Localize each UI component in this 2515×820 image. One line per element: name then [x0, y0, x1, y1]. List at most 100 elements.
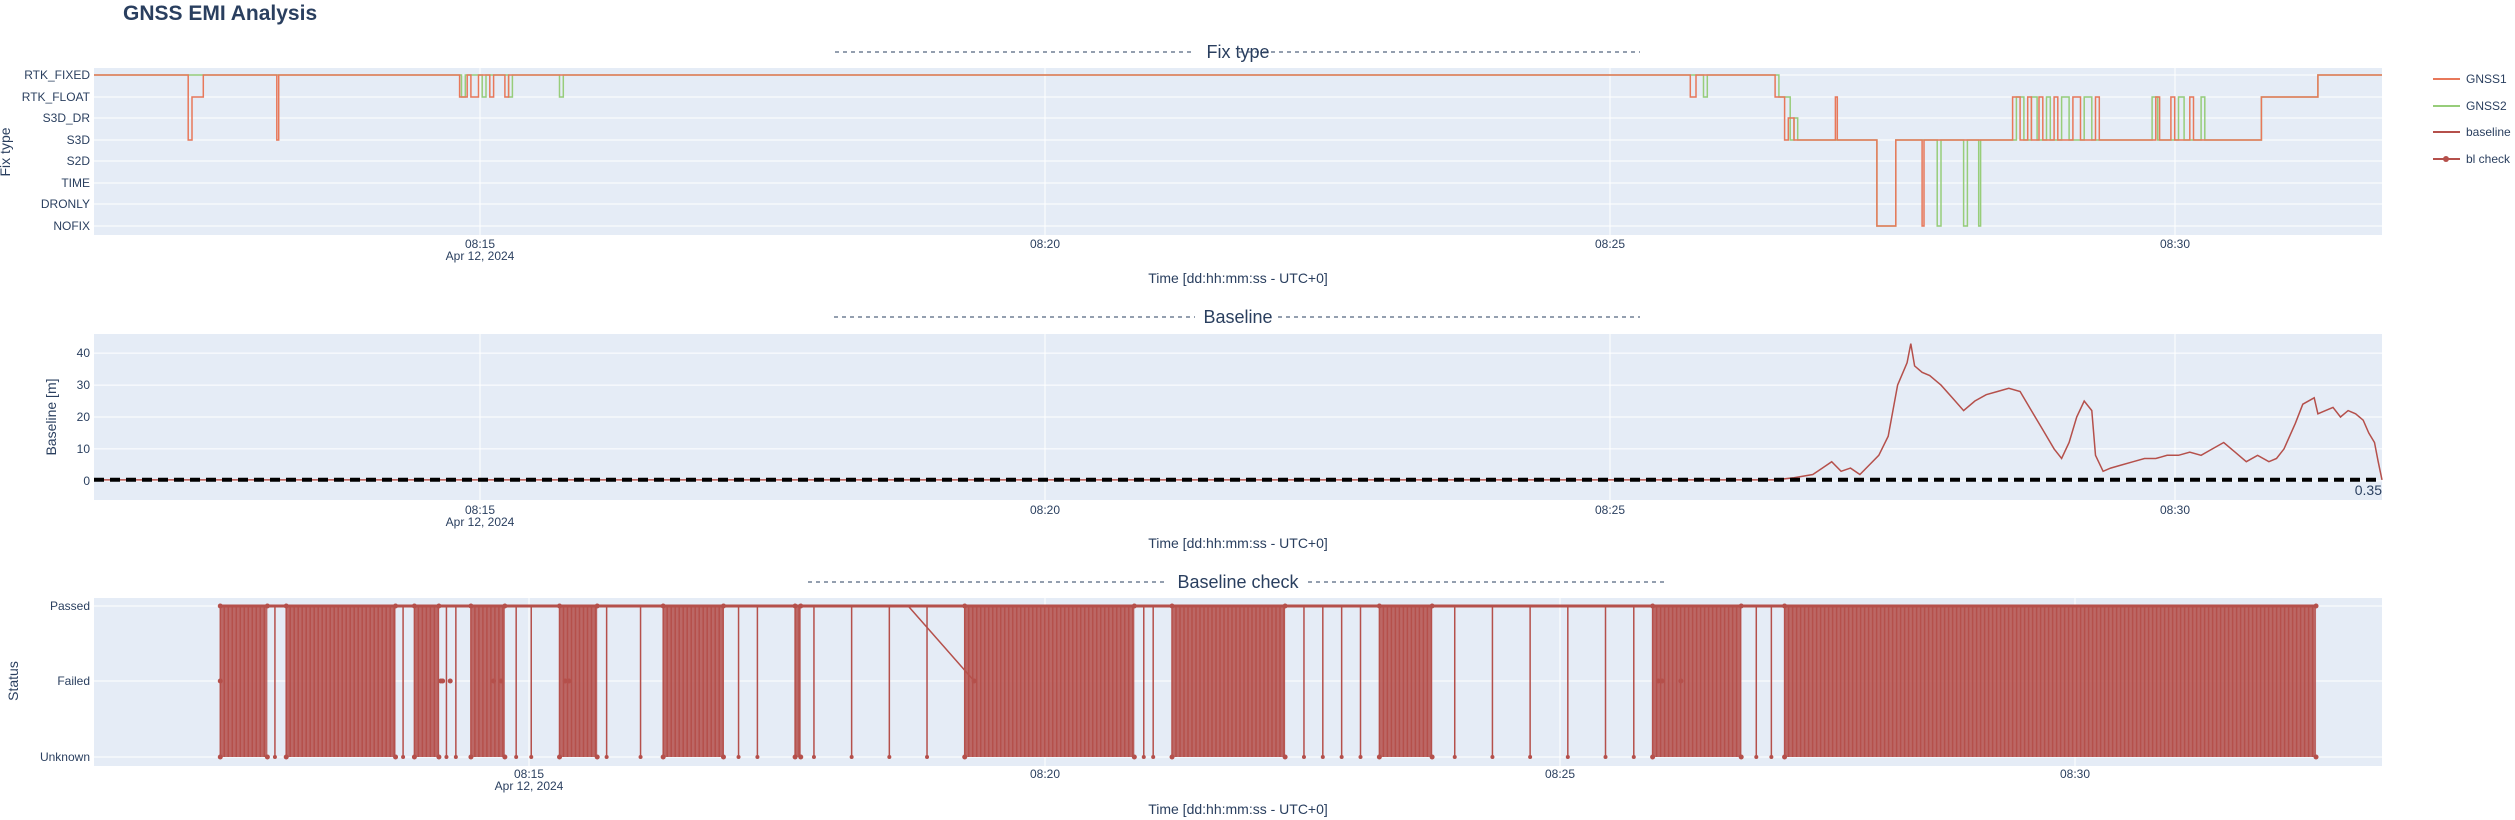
baseline-ytick: 10: [77, 442, 91, 456]
bl-check-passed-marker: [1738, 603, 1744, 609]
baseline-xlabel: Time [dd:hh:mm:ss - UTC+0]: [1148, 535, 1328, 551]
baseline-check-ytick: Failed: [57, 674, 90, 688]
bl-check-unknown-marker: [638, 755, 643, 759]
baseline-ylabel: Baseline [m]: [43, 378, 59, 455]
bl-check-unknown-marker: [453, 755, 458, 759]
baseline-check-xtick: 08:20: [1030, 767, 1060, 781]
bl-check-failed-marker: [1659, 678, 1665, 684]
bl-check-unknown-marker: [720, 754, 726, 760]
bl-check-failed-marker: [566, 678, 572, 684]
bl-check-failed-marker: [491, 678, 497, 684]
baseline-check-xtick: 08:25: [1545, 767, 1575, 781]
fix-type-ytick: S3D_DR: [43, 111, 91, 125]
bl-check-passed-marker: [1429, 603, 1435, 609]
fix-type-ytick: S3D: [67, 133, 91, 147]
bl-check-passed-marker: [792, 603, 798, 609]
bl-check-unknown-marker: [1782, 754, 1788, 760]
fix-type-xtick: 08:25: [1595, 237, 1625, 251]
bl-check-unknown-marker: [529, 755, 534, 759]
legend-item-gnss1[interactable]: GNSS1: [2433, 72, 2507, 86]
bl-check-unknown-marker: [1169, 754, 1175, 760]
fix-type-ylabel: Fix type: [0, 127, 13, 176]
bl-check-unknown-marker: [660, 754, 666, 760]
fix-type-ytick: DRONLY: [41, 197, 90, 211]
bl-check-unknown-marker: [792, 754, 798, 760]
legend-item-bl-check[interactable]: bl check: [2433, 152, 2511, 166]
bl-check-passed-marker: [1650, 603, 1656, 609]
baseline-check-xtick: 08:30: [2060, 767, 2090, 781]
baseline-check-ytick: Unknown: [40, 750, 90, 764]
bl-check-unknown-marker: [1528, 755, 1533, 759]
baseline-check-xtick: 08:15: [514, 767, 544, 781]
bl-check-passed-marker: [468, 603, 474, 609]
bl-check-dense-segment: [286, 606, 396, 757]
bl-check-passed-marker: [393, 603, 399, 609]
bl-check-unknown-marker: [444, 755, 449, 759]
fix-type-xtick: 08:20: [1030, 237, 1060, 251]
baseline-xtick: 08:30: [2160, 503, 2190, 517]
fix-type-xtick-date: Apr 12, 2024: [446, 249, 515, 263]
bl-check-unknown-marker: [1631, 755, 1636, 759]
bl-check-unknown-marker: [798, 754, 804, 760]
baseline-xtick: 08:25: [1595, 503, 1625, 517]
bl-check-unknown-marker: [283, 754, 289, 760]
legend-label-gnss1: GNSS1: [2466, 72, 2507, 86]
baseline-ytick: 30: [77, 378, 91, 392]
legend-item-gnss2[interactable]: GNSS2: [2433, 99, 2507, 113]
fix-type-xlabel: Time [dd:hh:mm:ss - UTC+0]: [1148, 270, 1328, 286]
bl-check-unknown-marker: [2313, 754, 2319, 760]
bl-check-passed-marker: [283, 603, 289, 609]
baseline-xtick: 08:15: [465, 503, 495, 517]
bl-check-passed-marker: [962, 603, 968, 609]
bl-check-passed-marker: [660, 603, 666, 609]
bl-check-unknown-marker: [594, 754, 600, 760]
baseline-xtick-date: Apr 12, 2024: [446, 515, 515, 529]
bl-check-unknown-marker: [1301, 755, 1306, 759]
bl-check-passed-marker: [264, 603, 270, 609]
bl-check-passed-marker: [217, 603, 223, 609]
bl-check-unknown-marker: [1339, 755, 1344, 759]
bl-check-unknown-marker: [401, 755, 406, 759]
bl-check-unknown-marker: [1151, 755, 1156, 759]
fix-type-ytick: S2D: [67, 154, 91, 168]
bl-check-unknown-marker: [811, 755, 816, 759]
bl-check-passed-marker: [502, 603, 508, 609]
fix-type-ytick: NOFIX: [53, 219, 90, 233]
bl-check-unknown-marker: [393, 754, 399, 760]
bl-check-unknown-marker: [1650, 754, 1656, 760]
bl-check-failed-marker: [562, 678, 568, 684]
bl-check-unknown-marker: [1282, 754, 1288, 760]
legend: GNSS1 GNSS2 baseline bl check: [2433, 72, 2511, 166]
bl-check-unknown-marker: [411, 754, 417, 760]
bl-check-unknown-marker: [1452, 755, 1457, 759]
legend-label-bl-check: bl check: [2466, 152, 2511, 166]
bl-check-failed-marker: [1655, 678, 1661, 684]
fix-type-xtick: 08:15: [465, 237, 495, 251]
bl-check-failed-marker: [498, 678, 504, 684]
bl-check-failed-marker: [1678, 678, 1684, 684]
bl-check-passed-marker: [594, 603, 600, 609]
bl-check-unknown-marker: [217, 754, 223, 760]
baseline-ytick: 40: [77, 346, 91, 360]
bl-check-unknown-marker: [736, 755, 741, 759]
baseline-check-ytick: Passed: [50, 599, 90, 613]
series-gnss1-line: [94, 74, 2382, 227]
fix-type-title: Fix type: [1206, 42, 1269, 62]
bl-check-unknown-marker: [925, 755, 930, 759]
bl-check-passed-marker: [720, 603, 726, 609]
bl-check-passed-marker: [411, 603, 417, 609]
fix-type-plot-area: [94, 68, 2382, 235]
baseline-check-xlabel: Time [dd:hh:mm:ss - UTC+0]: [1148, 801, 1328, 817]
bl-check-dense-segment: [663, 606, 724, 757]
baseline-ytick: 0: [83, 474, 90, 488]
bl-check-passed-marker: [557, 603, 563, 609]
bl-check-unknown-marker: [1376, 754, 1382, 760]
bl-check-unknown-marker: [604, 755, 609, 759]
fix-type-ytick: RTK_FIXED: [24, 68, 90, 82]
bl-check-passed-marker: [1169, 603, 1175, 609]
bl-check-dense-segment: [795, 606, 801, 757]
bl-check-unknown-marker: [1738, 754, 1744, 760]
legend-item-baseline[interactable]: baseline: [2433, 125, 2511, 139]
bl-check-failed-marker: [447, 678, 453, 684]
